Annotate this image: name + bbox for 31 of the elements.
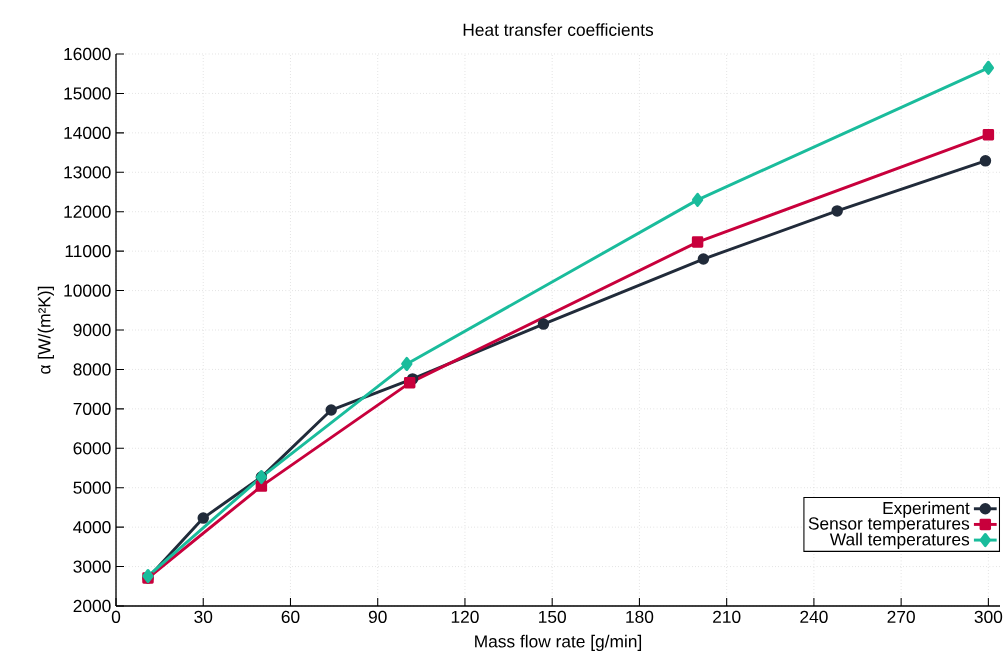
x-tick-label: 0 — [111, 610, 121, 623]
x-axis-title: Mass flow rate [g/min] — [475, 634, 642, 651]
y-tick-label: 13000 — [64, 166, 111, 179]
legend-label: Experiment — [883, 501, 970, 518]
y-tick-label: 14000 — [64, 126, 111, 139]
x-tick-label: 120 — [451, 610, 479, 623]
y-tick-label: 7000 — [73, 402, 111, 415]
y-tick-label: 15000 — [64, 87, 111, 100]
y-tick-label: 4000 — [73, 521, 111, 534]
y-tick-label: 12000 — [64, 205, 111, 218]
y-axis-title: α [W/(m²K)] — [37, 286, 54, 374]
x-tick-label: 270 — [887, 610, 915, 623]
x-tick-label: 30 — [194, 610, 213, 623]
x-tick-label: 180 — [626, 610, 654, 623]
x-tick-label: 300 — [974, 610, 1003, 623]
y-tick-label: 9000 — [73, 323, 111, 337]
x-tick-label: 90 — [368, 610, 387, 623]
y-tick-label: 6000 — [73, 442, 111, 455]
chart-title: Heat transfer coefficients — [463, 23, 654, 36]
x-tick-label: 240 — [800, 610, 828, 623]
y-tick-label: 2000 — [73, 599, 111, 613]
y-tick-label: 10000 — [64, 284, 111, 297]
x-tick-label: 60 — [281, 610, 300, 623]
y-tick-label: 11000 — [65, 245, 111, 258]
y-tick-label: 16000 — [64, 47, 111, 61]
y-tick-label: 3000 — [73, 560, 111, 573]
legend-label: Wall temperatures — [829, 532, 970, 549]
x-tick-label: 210 — [713, 610, 741, 623]
y-tick-label: 8000 — [73, 363, 111, 376]
x-tick-label: 150 — [539, 610, 566, 623]
y-tick-label: 5000 — [73, 481, 111, 494]
